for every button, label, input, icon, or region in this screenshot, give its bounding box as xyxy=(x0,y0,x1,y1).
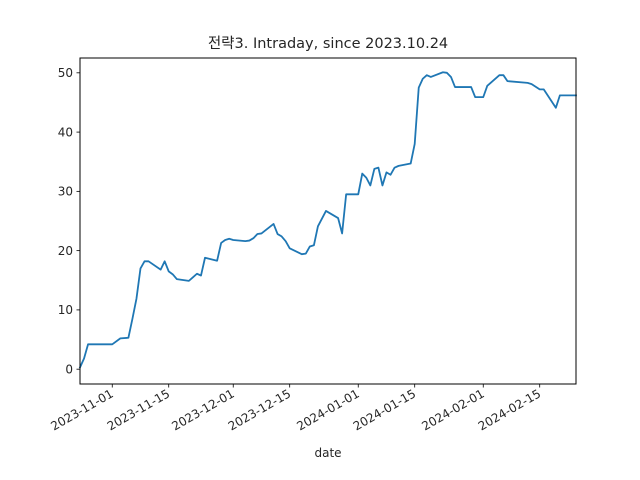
y-tick-label: 30 xyxy=(58,185,73,199)
chart-title: 전략3. Intraday, since 2023.10.24 xyxy=(208,35,448,52)
plot-frame xyxy=(79,57,577,385)
y-axis: 0 10 20 30 40 50 xyxy=(58,66,80,376)
y-tick-label: 40 xyxy=(58,125,73,139)
y-tick-label: 20 xyxy=(58,244,73,258)
x-axis-label: date xyxy=(314,446,341,460)
y-tick-label: 10 xyxy=(58,303,73,317)
y-tick-label: 50 xyxy=(58,66,73,80)
y-tick-label: 0 xyxy=(65,362,73,376)
series-line xyxy=(78,71,577,369)
